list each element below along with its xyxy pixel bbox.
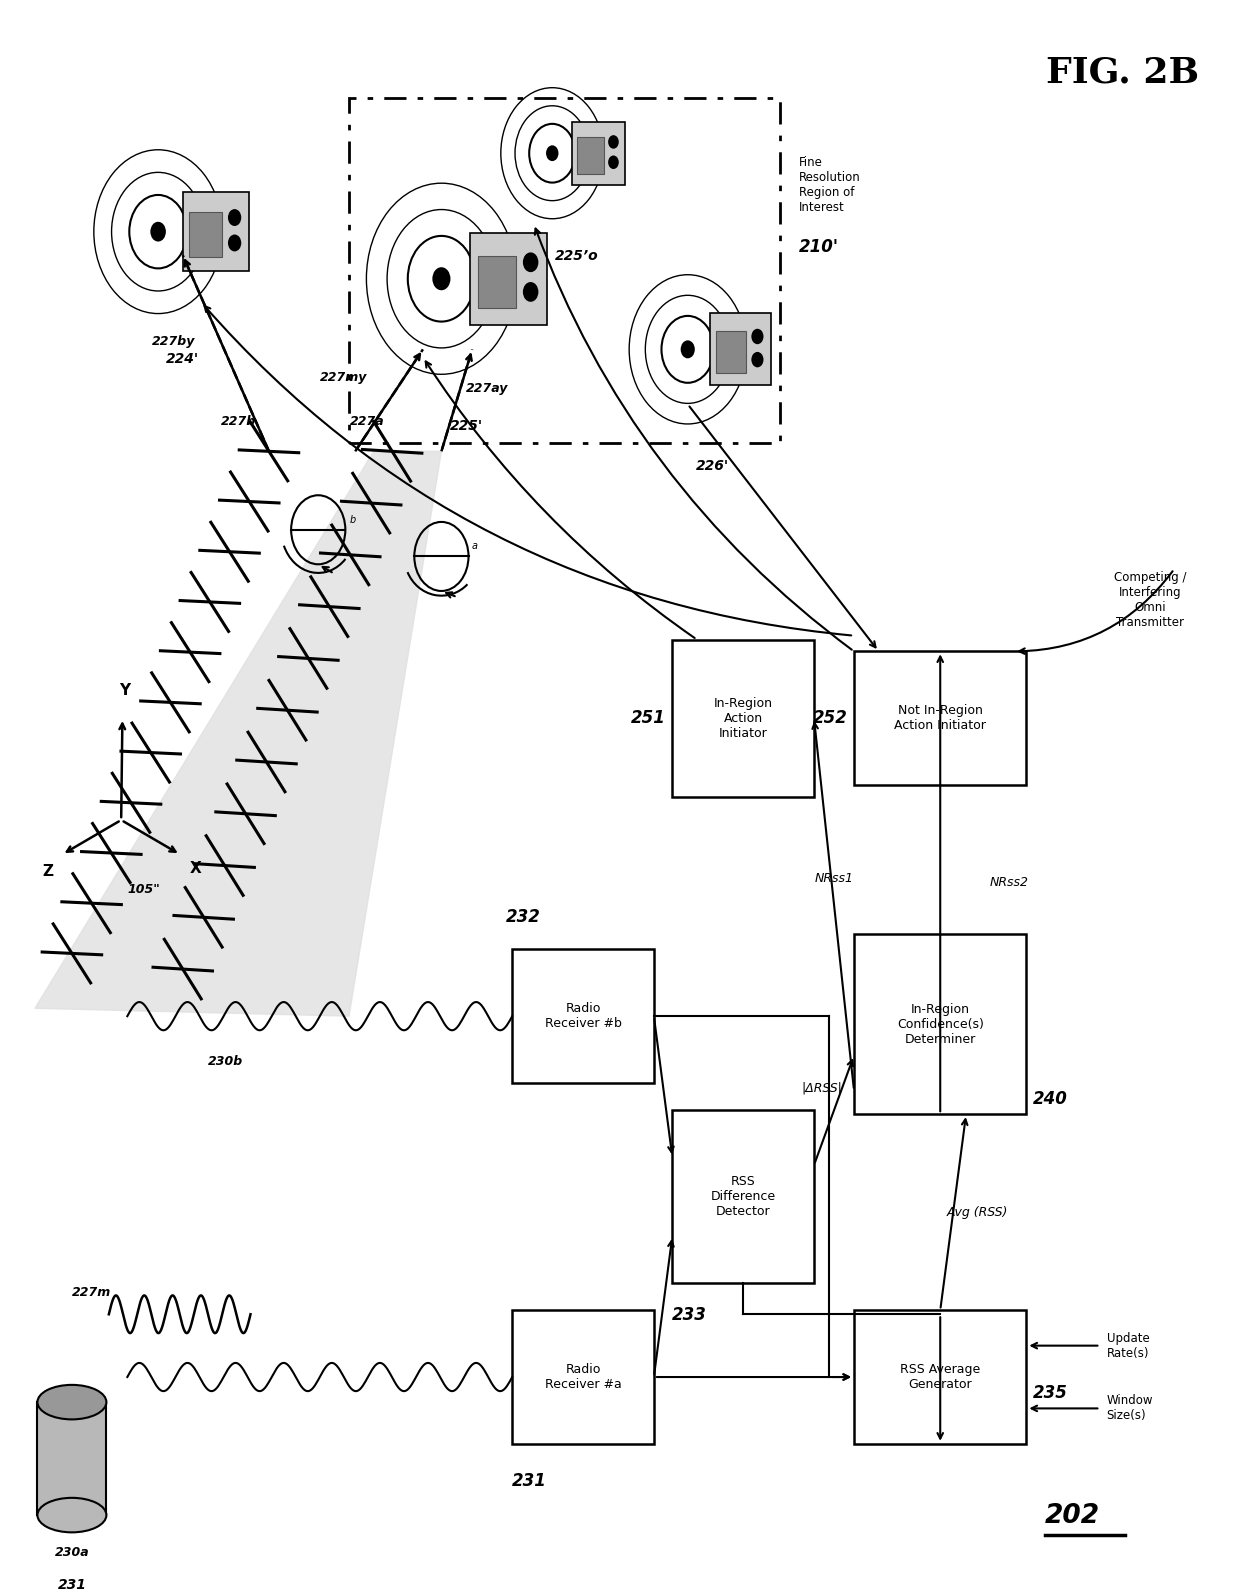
Text: 227a: 227a — [350, 415, 384, 427]
FancyBboxPatch shape — [854, 651, 1027, 785]
FancyBboxPatch shape — [672, 640, 813, 796]
Text: 227my: 227my — [320, 372, 367, 384]
Ellipse shape — [37, 1498, 107, 1533]
Text: Window
Size(s): Window Size(s) — [1106, 1394, 1153, 1423]
Text: 230b: 230b — [208, 1056, 243, 1069]
Text: Radio
Receiver #b: Radio Receiver #b — [544, 1002, 621, 1030]
Circle shape — [608, 136, 619, 148]
Circle shape — [433, 268, 450, 290]
Text: 227m: 227m — [72, 1286, 112, 1298]
Text: NRss2: NRss2 — [990, 876, 1028, 890]
Text: 240: 240 — [1033, 1089, 1068, 1107]
Text: Not In-Region
Action Initiator: Not In-Region Action Initiator — [894, 703, 986, 732]
Text: RSS
Difference
Detector: RSS Difference Detector — [711, 1176, 776, 1219]
FancyBboxPatch shape — [470, 233, 547, 325]
Text: 232: 232 — [506, 908, 541, 927]
Text: 252: 252 — [813, 710, 848, 727]
Text: FIG. 2B: FIG. 2B — [1045, 56, 1199, 89]
Text: In-Region
Confidence(s)
Determiner: In-Region Confidence(s) Determiner — [897, 1003, 983, 1045]
Text: $_b$: $_b$ — [348, 512, 357, 526]
Text: RSS Average
Generator: RSS Average Generator — [900, 1364, 981, 1391]
Text: 224': 224' — [166, 351, 200, 365]
FancyBboxPatch shape — [512, 949, 653, 1083]
Circle shape — [751, 329, 764, 345]
Text: Radio
Receiver #a: Radio Receiver #a — [544, 1364, 621, 1391]
Text: 233: 233 — [672, 1306, 707, 1324]
Text: 230a: 230a — [55, 1547, 89, 1560]
Text: Z: Z — [42, 864, 53, 879]
Text: Competing /
Interfering
Omni
Transmitter: Competing / Interfering Omni Transmitter — [1114, 571, 1187, 630]
FancyBboxPatch shape — [711, 313, 770, 386]
FancyBboxPatch shape — [182, 191, 249, 271]
Text: X: X — [190, 861, 202, 876]
FancyBboxPatch shape — [477, 255, 516, 308]
FancyBboxPatch shape — [37, 1402, 107, 1515]
Text: 227b: 227b — [221, 415, 255, 427]
Circle shape — [150, 222, 166, 241]
Text: 226': 226' — [696, 459, 729, 472]
Text: Fine
Resolution
Region of
Interest: Fine Resolution Region of Interest — [799, 156, 861, 214]
FancyBboxPatch shape — [190, 212, 222, 257]
Text: In-Region
Action
Initiator: In-Region Action Initiator — [714, 697, 773, 740]
FancyBboxPatch shape — [572, 121, 625, 185]
Text: 235: 235 — [1033, 1384, 1068, 1402]
Circle shape — [228, 234, 242, 252]
Text: 231: 231 — [512, 1472, 547, 1490]
Circle shape — [546, 145, 558, 161]
Text: 202: 202 — [1045, 1502, 1100, 1530]
Text: 227ay: 227ay — [466, 383, 508, 396]
Text: $_a$: $_a$ — [471, 539, 479, 552]
Text: 210': 210' — [799, 238, 838, 257]
FancyBboxPatch shape — [672, 1110, 813, 1282]
Circle shape — [523, 282, 538, 301]
Polygon shape — [35, 451, 441, 1016]
Text: 231: 231 — [57, 1577, 87, 1592]
Text: 105": 105" — [126, 882, 160, 896]
FancyBboxPatch shape — [577, 137, 604, 174]
FancyBboxPatch shape — [854, 1311, 1027, 1443]
FancyBboxPatch shape — [512, 1311, 653, 1443]
FancyBboxPatch shape — [715, 332, 746, 373]
Circle shape — [608, 155, 619, 169]
Text: 251: 251 — [631, 710, 666, 727]
Text: 225’o: 225’o — [556, 249, 599, 263]
Text: NRss1: NRss1 — [815, 872, 853, 885]
Ellipse shape — [37, 1384, 107, 1420]
Text: Avg (RSS): Avg (RSS) — [946, 1206, 1008, 1219]
Text: 225': 225' — [449, 419, 482, 432]
Text: Y: Y — [119, 683, 130, 697]
Text: |ΔRSS|: |ΔRSS| — [801, 1081, 842, 1094]
Circle shape — [523, 252, 538, 273]
Text: 227by: 227by — [151, 335, 195, 348]
Circle shape — [681, 340, 694, 359]
Circle shape — [228, 209, 242, 226]
FancyBboxPatch shape — [854, 933, 1027, 1115]
Text: Update
Rate(s): Update Rate(s) — [1106, 1332, 1149, 1359]
Circle shape — [751, 352, 764, 367]
